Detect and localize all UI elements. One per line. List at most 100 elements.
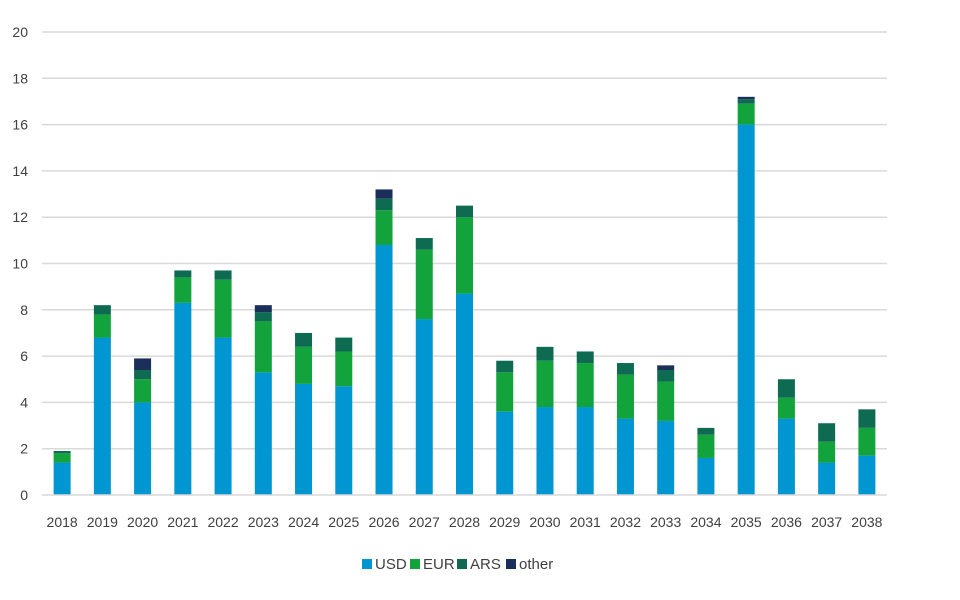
- x-tick-label: 2019: [87, 514, 118, 530]
- bar-segment-eur-2019: [93, 314, 111, 338]
- bar-segment-other-2026: [375, 189, 393, 199]
- x-tick-label: 2037: [811, 514, 842, 530]
- bar-segment-usd-2020: [134, 402, 152, 495]
- bar-segment-ars-2026: [375, 198, 393, 211]
- bar-segment-eur-2030: [536, 360, 554, 408]
- bar-stack-2019: [93, 305, 111, 495]
- bar-segment-other-2020: [134, 358, 152, 370]
- bar-segment-eur-2037: [818, 441, 836, 463]
- y-tick-label: 0: [20, 487, 28, 503]
- bar-segment-usd-2023: [254, 372, 272, 495]
- bar-stack-2022: [214, 270, 232, 495]
- x-tick-label: 2036: [771, 514, 802, 530]
- bar-stack-2025: [335, 337, 353, 495]
- x-tick-label: 2033: [650, 514, 681, 530]
- bar-segment-usd-2026: [375, 244, 393, 495]
- y-axis-tick-labels: 0 2 4 6 8 10 12 14 16 18 20: [12, 24, 28, 503]
- bar-stack-2032: [616, 363, 634, 495]
- bars: [53, 96, 876, 495]
- y-tick-label: 16: [12, 117, 28, 133]
- bar-stack-2036: [777, 379, 795, 495]
- bar-segment-ars-2036: [777, 379, 795, 398]
- bar-stack-2021: [174, 270, 192, 495]
- bar-segment-ars-2037: [818, 423, 836, 442]
- x-tick-label: 2021: [167, 514, 198, 530]
- bar-stack-2030: [536, 346, 554, 495]
- bar-segment-ars-2022: [214, 270, 232, 280]
- y-tick-label: 14: [12, 163, 28, 179]
- bar-segment-ars-2027: [415, 238, 433, 250]
- bar-segment-usd-2030: [536, 407, 554, 495]
- x-tick-label: 2018: [47, 514, 78, 530]
- bar-segment-eur-2018: [53, 453, 71, 463]
- bar-stack-2034: [697, 427, 715, 495]
- bar-segment-usd-2036: [777, 418, 795, 495]
- bar-segment-usd-2022: [214, 337, 232, 495]
- bar-segment-usd-2029: [496, 411, 514, 495]
- bar-segment-ars-2028: [456, 205, 473, 218]
- bar-segment-eur-2038: [858, 427, 876, 456]
- y-tick-label: 2: [20, 441, 28, 457]
- bar-segment-usd-2027: [415, 319, 433, 495]
- x-tick-label: 2020: [127, 514, 158, 530]
- bar-stack-2037: [818, 423, 836, 495]
- x-tick-label: 2027: [409, 514, 440, 530]
- bar-segment-eur-2036: [777, 397, 795, 419]
- legend-label-other: other: [519, 556, 553, 573]
- bar-segment-ars-2030: [536, 346, 554, 361]
- bar-stack-2027: [415, 238, 433, 495]
- legend-swatch-other: [506, 559, 516, 569]
- x-tick-label: 2024: [288, 514, 319, 530]
- legend-swatch-usd: [362, 559, 372, 569]
- bar-segment-ars-2018: [53, 451, 71, 454]
- y-tick-label: 12: [12, 209, 28, 225]
- bar-stack-2026: [375, 189, 393, 495]
- bar-segment-ars-2029: [496, 360, 514, 373]
- legend: USD EUR ARS other: [362, 556, 553, 573]
- bar-segment-usd-2033: [657, 420, 675, 495]
- x-tick-label: 2022: [207, 514, 238, 530]
- bar-segment-ars-2025: [335, 337, 353, 352]
- bar-segment-eur-2035: [737, 103, 755, 125]
- x-tick-label: 2030: [529, 514, 560, 530]
- x-tick-label: 2032: [610, 514, 641, 530]
- bar-segment-eur-2022: [214, 279, 232, 338]
- bar-stack-2029: [496, 360, 514, 495]
- bar-segment-usd-2024: [295, 383, 313, 495]
- bar-segment-ars-2019: [93, 305, 111, 315]
- x-axis-tick-labels: 2018 2019 2020 2021 2022 2023 2024 2025 2026 2027…: [47, 514, 883, 530]
- x-tick-label: 2038: [851, 514, 882, 530]
- bar-segment-usd-2025: [335, 386, 353, 495]
- bar-segment-ars-2031: [576, 351, 594, 364]
- y-tick-label: 8: [20, 302, 28, 318]
- x-tick-label: 2023: [248, 514, 279, 530]
- bar-segment-ars-2032: [616, 363, 634, 375]
- legend-label-usd: USD: [375, 556, 407, 573]
- bar-stack-2031: [576, 351, 594, 495]
- bar-segment-eur-2023: [254, 321, 272, 373]
- bar-segment-eur-2034: [697, 434, 715, 458]
- bar-segment-eur-2029: [496, 372, 514, 412]
- legend-swatch-ars: [457, 559, 467, 569]
- bar-segment-usd-2021: [174, 302, 192, 495]
- bar-segment-usd-2038: [858, 455, 876, 495]
- bar-stack-2023: [254, 305, 272, 495]
- bar-segment-eur-2021: [174, 277, 192, 303]
- bar-segment-eur-2020: [134, 379, 152, 403]
- bar-segment-usd-2019: [93, 337, 111, 495]
- bar-segment-ars-2035: [737, 99, 755, 104]
- y-tick-label: 4: [20, 394, 28, 410]
- x-tick-label: 2029: [489, 514, 520, 530]
- y-tick-label: 6: [20, 348, 28, 364]
- bar-segment-ars-2033: [657, 369, 675, 382]
- bar-segment-other-2035: [737, 96, 755, 100]
- bar-segment-eur-2028: [456, 217, 473, 294]
- bar-stack-2038: [858, 409, 876, 495]
- x-tick-label: 2025: [328, 514, 359, 530]
- bar-stack-2018: [53, 451, 71, 495]
- bar-segment-eur-2027: [415, 249, 433, 320]
- bar-segment-eur-2033: [657, 381, 675, 421]
- bar-segment-other-2023: [254, 305, 272, 313]
- bar-stack-2035: [737, 96, 755, 495]
